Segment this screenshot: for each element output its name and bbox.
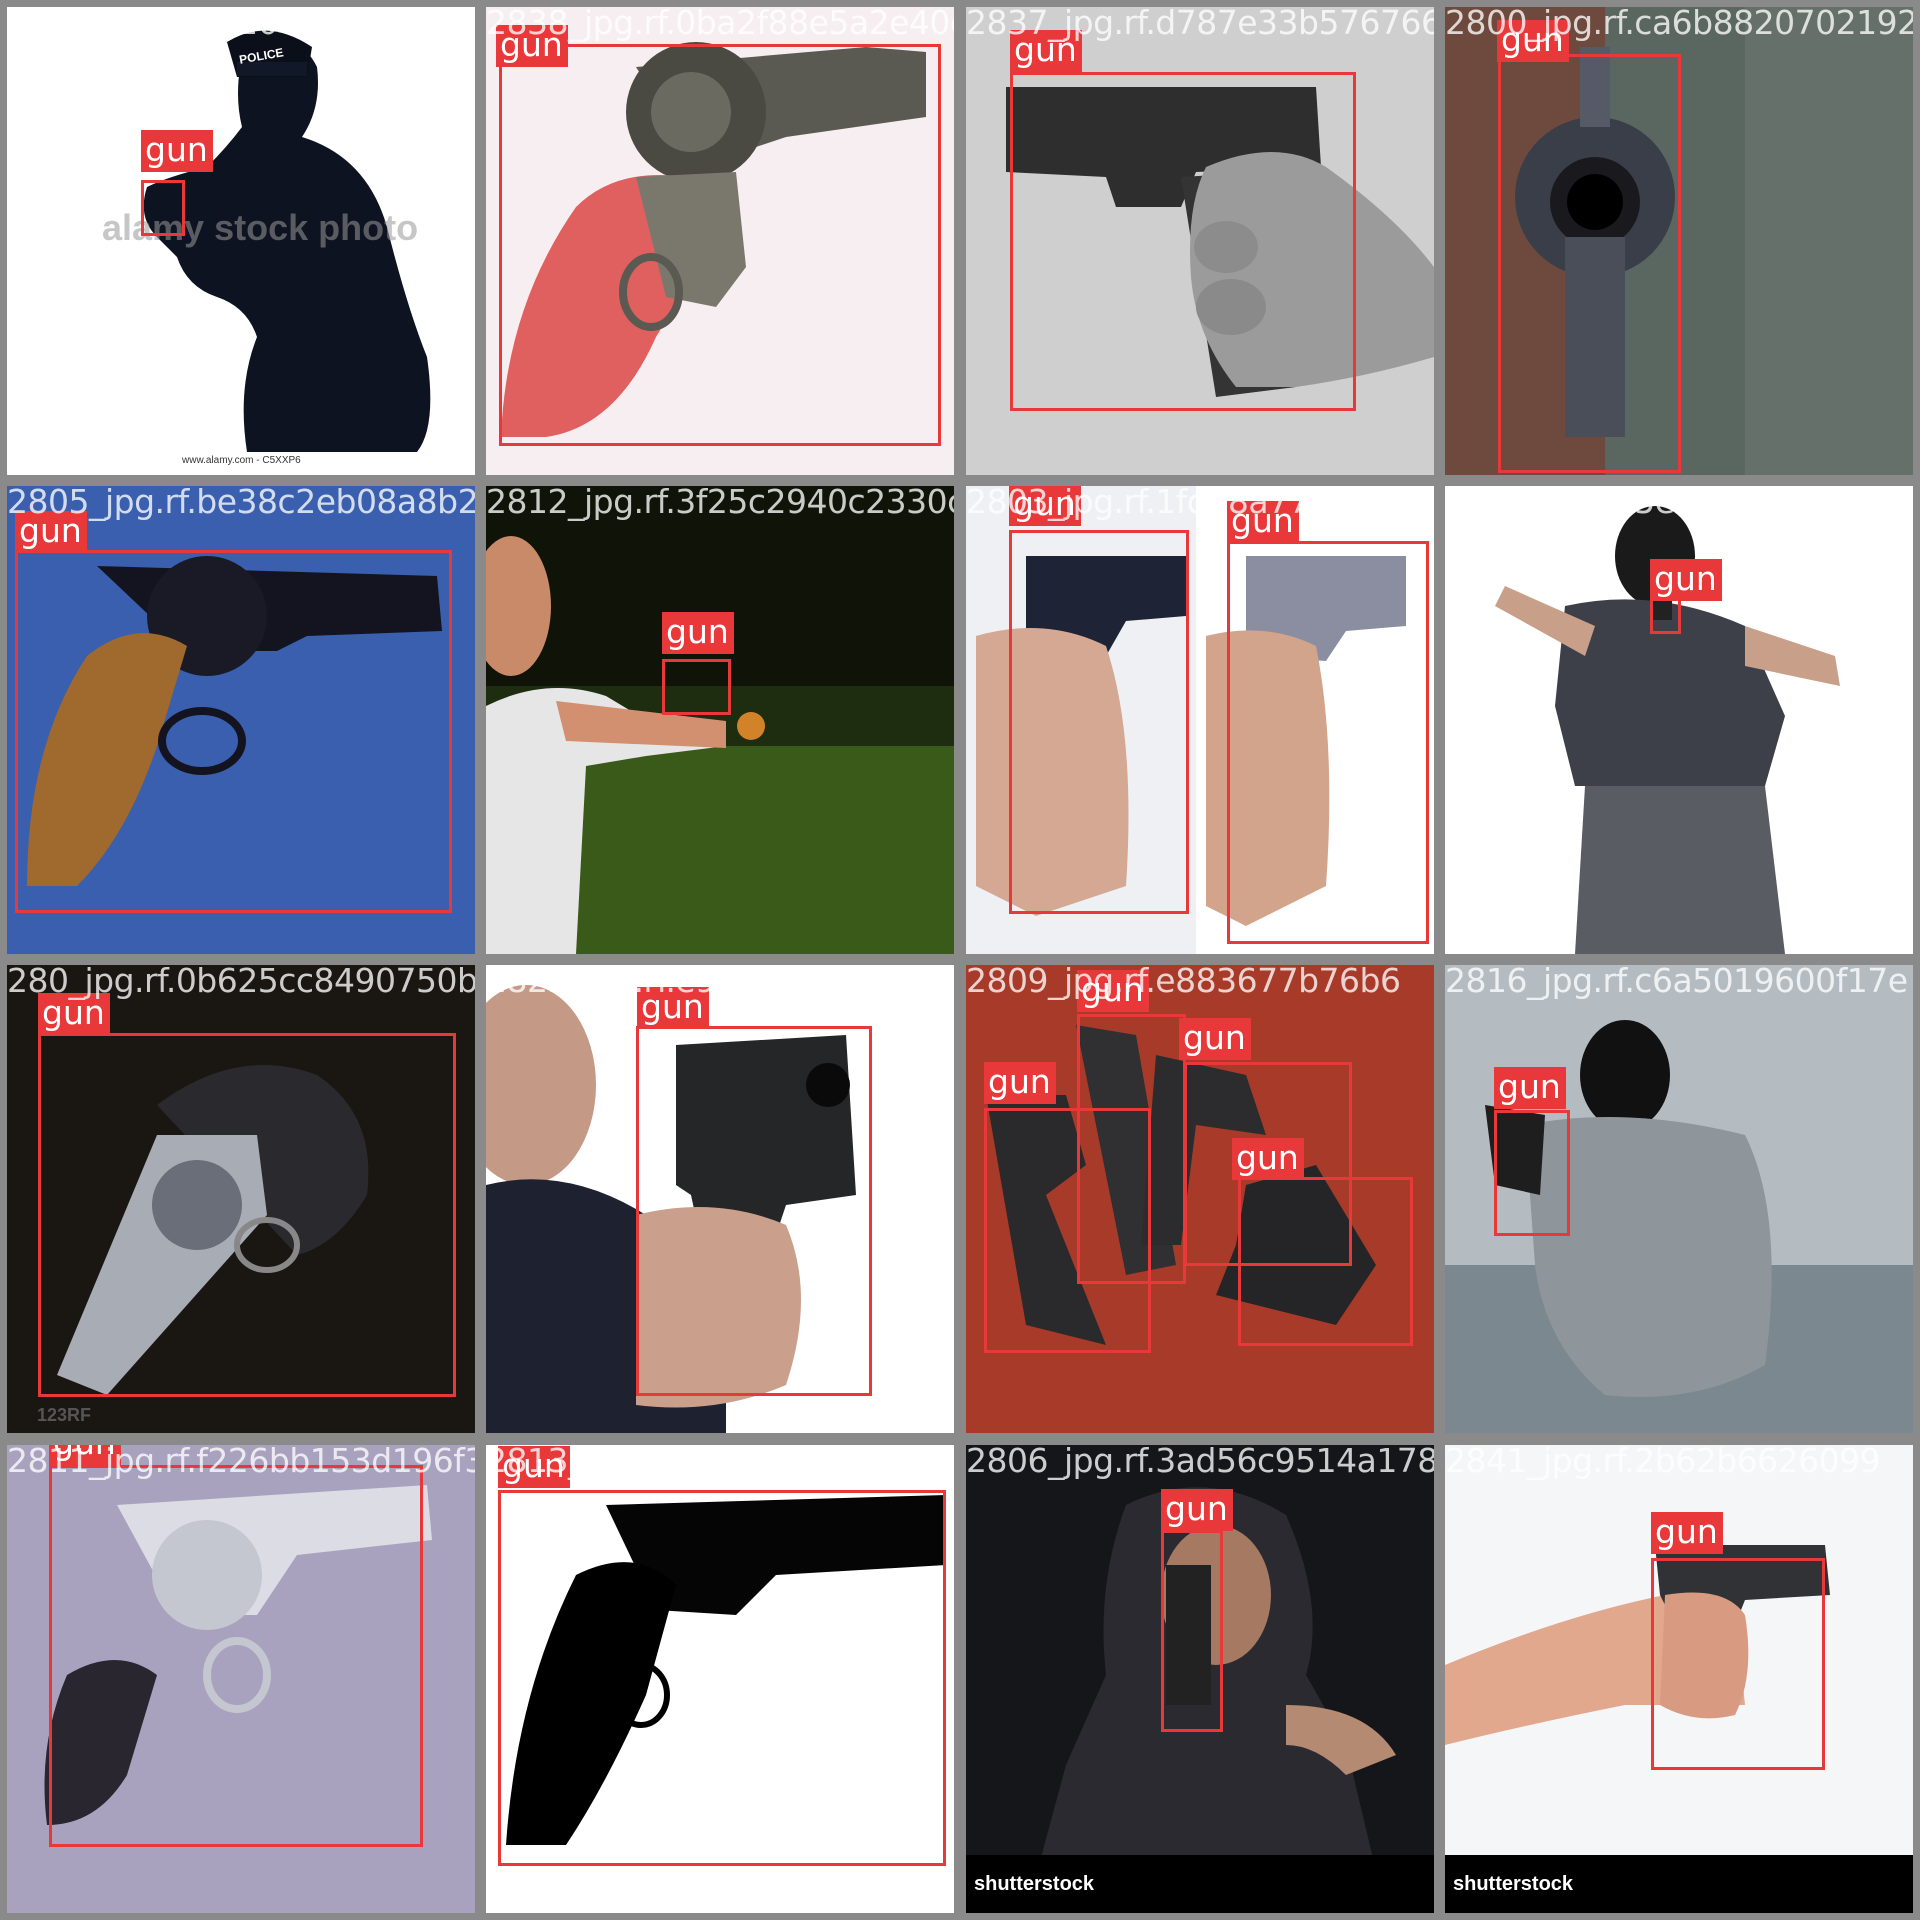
tile-police-silhouette: POLICE alamy stock photo www.alamy.com -… <box>7 7 475 475</box>
photo-night-shooter <box>486 486 954 954</box>
bounding-box <box>1238 1177 1413 1346</box>
photo-police-silhouette <box>7 7 475 475</box>
box-label: gun <box>15 511 87 553</box>
box-label: gun <box>1077 970 1149 1012</box>
tile-night-shooter: gun 2812_jpg.rf.3f25c2940c2330c4 <box>486 486 954 954</box>
box-label: gun <box>49 1445 121 1465</box>
box-label: gun <box>498 1446 570 1488</box>
photo-masked-man <box>1445 486 1913 954</box>
bounding-box <box>499 44 941 446</box>
tile-masked-robber: gun 2816_jpg.rf.c6a5019600f17e <box>1445 965 1913 1433</box>
box-label: gun <box>1227 501 1299 543</box>
watermark: shutterstock <box>974 1873 1095 1895</box>
bounding-box <box>141 180 185 236</box>
box-label: gun <box>1179 1018 1251 1060</box>
box-label: gun <box>1161 1489 1233 1531</box>
watermark: 123RF <box>37 1405 92 1425</box>
box-label: gun <box>496 25 568 67</box>
box-label: gun <box>1650 559 1722 601</box>
box-label: gun <box>1651 1512 1723 1554</box>
photo-pistol-camera <box>486 965 954 1433</box>
box-label: gun <box>1494 1067 1566 1109</box>
photo-revolver-blue <box>7 486 475 954</box>
box-label: gun <box>141 130 213 172</box>
bounding-box <box>1184 1062 1352 1266</box>
bounding-box <box>636 1026 872 1396</box>
bounding-box <box>1494 1110 1570 1236</box>
box-label: gun <box>38 993 110 1035</box>
photo-chrome-revolver <box>7 965 475 1433</box>
tile-revolver-front: gun 2800_jpg.rf.ca6b8820702192 <box>1445 7 1913 475</box>
photo-silver-revolver <box>7 1445 475 1913</box>
tile-pistols-carpet: gun gun gun gun 2809_jpg.rf.e883677b76b6 <box>966 965 1434 1433</box>
photo-masked-robber <box>1445 965 1913 1433</box>
bounding-box <box>1651 1558 1825 1770</box>
watermark-url: www.alamy.com - C5XXP6 <box>182 455 301 466</box>
bounding-box <box>1161 1530 1223 1732</box>
bounding-box <box>1077 1014 1186 1284</box>
bounding-box <box>1009 530 1189 914</box>
tile-two-pistols: gun gun 2803_jpg.rf.1fd68a77_2058fff1f03… <box>966 486 1434 954</box>
photo-two-pistols <box>966 486 1434 954</box>
watermark: alamy stock photo <box>102 207 419 248</box>
tile-revolver-blue: gun 2805_jpg.rf.be38c2eb08a8b2 <box>7 486 475 954</box>
photo-revolver-silhouette <box>486 1445 954 1913</box>
bounding-box <box>15 550 452 913</box>
photo-hand-pistol <box>966 7 1434 475</box>
bounding-box <box>984 1108 1151 1353</box>
box-label: gun <box>1232 1138 1304 1180</box>
bounding-box <box>1227 541 1429 944</box>
bounding-box <box>498 1490 946 1866</box>
tile-hand-pistol: gun 2837_jpg.rf.d787e33b57676666a22 <box>966 7 1434 475</box>
bounding-box <box>1650 597 1681 634</box>
watermark: shutterstock <box>1453 1873 1574 1895</box>
tile-arm-pistol: shutterstock gun 2841_jpg.rf.2b62b662609… <box>1445 1445 1913 1913</box>
box-label: gun <box>637 987 709 1029</box>
bounding-box <box>49 1465 423 1847</box>
box-label: gun <box>1009 486 1081 526</box>
tile-silver-revolver: gun 2811_jpg.rf.f226bb153d196f3 <box>7 1445 475 1913</box>
tile-revolver-silhouette: gun 2813_jpg.rf.2b493757bd32fbdf <box>486 1445 954 1913</box>
bounding-box <box>1498 54 1681 473</box>
photo-red-revolver <box>486 7 954 475</box>
tile-red-revolver: gun 2838_jpg.rf.0ba2f88e5a2e40d29 <box>486 7 954 475</box>
tile-chrome-revolver: 123RF gun 280_jpg.rf.0b625cc8490750b2 <box>7 965 475 1433</box>
bounding-box <box>662 659 731 715</box>
bounding-box <box>38 1033 456 1397</box>
box-label: gun <box>662 612 734 654</box>
tile-pistol-camera: gun 2825_jpg.rf.e9e6c41348251f4 <box>486 965 954 1433</box>
box-label: gun <box>1010 30 1082 72</box>
box-label: gun <box>1497 20 1569 62</box>
tile-masked-man: gun 2815_jpg.rf.5e28c1742347295fced <box>1445 486 1913 954</box>
bounding-box <box>1010 72 1356 411</box>
tile-hooded-man: shutterstock gun 2806_jpg.rf.3ad56c9514a… <box>966 1445 1434 1913</box>
box-label: gun <box>984 1062 1056 1104</box>
